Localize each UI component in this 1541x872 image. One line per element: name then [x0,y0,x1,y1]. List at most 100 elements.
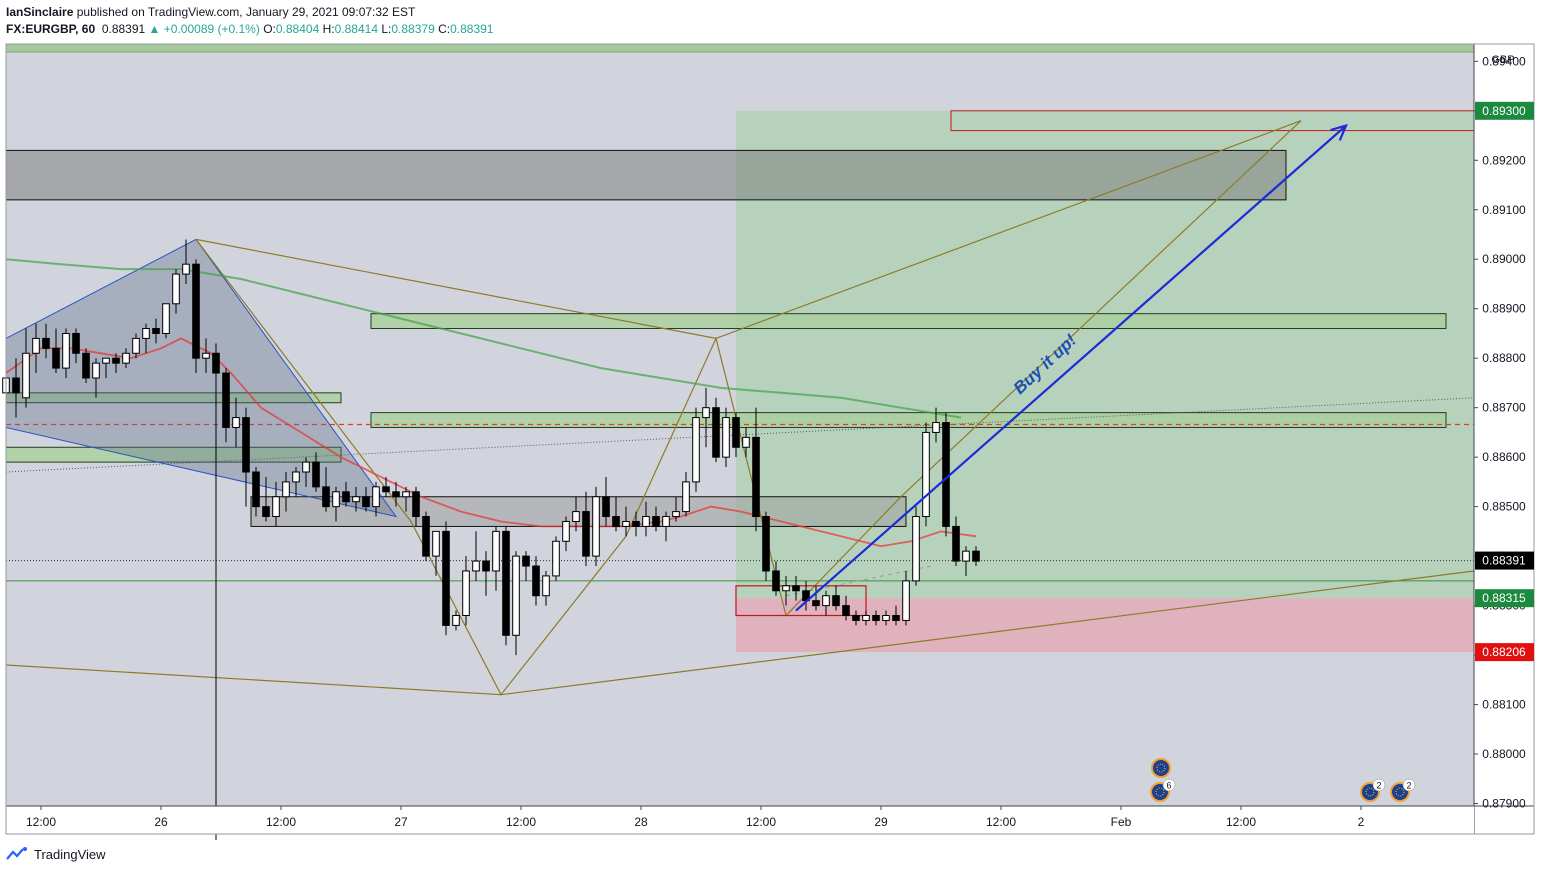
candle-body [82,352,90,379]
candle [502,526,510,646]
candle [942,412,950,537]
candle-body [502,530,510,636]
candle-body [242,417,250,473]
open-value: 0.88404 [275,22,320,36]
x-tick-label: 12:00 [266,815,296,829]
tradingview-logo-icon[interactable] [6,846,30,862]
candle [152,318,160,344]
candle [912,506,920,586]
candle-body [422,516,430,557]
candle [402,486,410,512]
author-name[interactable]: IanSinclaire [6,5,74,19]
time-axis [6,806,1474,834]
candle [352,486,360,512]
candle [692,407,700,492]
candle [262,476,270,522]
candle [62,328,70,378]
published-text: published on TradingView.com, January 29… [76,5,416,19]
stop-zone [736,598,1474,653]
candle [752,407,760,532]
candle-body [372,486,380,508]
x-tick-label: Feb [1111,815,1132,829]
event-count-label: 2 [1406,781,1411,791]
candle [212,343,220,840]
candle-body [632,520,640,527]
candle [422,511,430,562]
candle [102,357,110,378]
candle [922,422,930,527]
candle-body [702,407,710,419]
candle [232,397,240,448]
candle-body [622,520,630,527]
candle-body [612,516,620,527]
footer: TradingView [6,843,106,865]
candle [522,551,530,581]
event-count-badge [1372,778,1386,792]
economic-events: 6 2 2 [1150,758,1416,802]
candle [842,595,850,621]
candle-body [642,516,650,527]
candle-body [352,496,360,503]
symbol-label[interactable]: FX:EURGBP, 60 [6,22,96,36]
candle-body [812,600,820,607]
candle-body [12,377,20,394]
candle-body [902,580,910,621]
price-change: +0.00089 (+0.1%) [163,22,260,36]
candle [902,570,910,626]
candle-body [192,263,200,359]
event-flag-stars [1365,787,1375,797]
candle [72,328,80,364]
event-flag-circle [1151,758,1171,778]
footer-brand[interactable]: TradingView [34,846,106,862]
candle [892,605,900,626]
candle-body [202,352,210,359]
candle-body [282,481,290,498]
candle-body [432,530,440,557]
last-price: 0.88391 [101,22,146,36]
price-badge-last [1475,551,1534,570]
candle-body [272,496,280,518]
publish-line: IanSinclaire published on TradingView.co… [6,4,1006,21]
candle [532,556,540,606]
event-flag-icon: 2 [1360,778,1386,802]
candle [312,452,320,492]
candle-body [912,516,920,582]
y-tick-label: 0.89000 [1482,252,1526,266]
price-chart[interactable]: Buy it up! 622 0.894000.893000.892000.89… [0,0,1541,840]
candle [512,551,520,656]
candle-body [552,540,560,577]
candle [372,481,380,517]
candle-body [792,585,800,592]
candle [202,338,210,374]
candle [322,467,330,512]
candle [392,481,400,507]
candle [112,353,120,374]
candle [792,575,800,601]
x-tick-label: 12:00 [746,815,776,829]
open-label: O: [263,22,276,36]
candle [722,407,730,468]
candle [382,476,390,497]
candle-body [962,550,970,562]
candle-body [182,263,190,275]
pattern-leg-1 [195,120,1302,340]
candle [702,387,710,448]
arrow-shaft [795,124,1347,612]
candle-body [302,461,310,473]
candle [642,501,650,537]
candle-body [762,516,770,572]
candle-body [822,595,830,607]
candle-body [32,337,40,354]
candle [272,481,280,527]
candle [282,472,290,512]
candle-body [322,486,330,508]
candle-body [112,357,120,364]
candle [462,556,470,626]
candle [932,407,940,443]
candle [572,496,580,532]
arrow-head [1330,123,1348,141]
harmonic-pattern [5,120,1475,696]
candle [612,496,620,532]
candle-body [732,417,740,448]
candle [952,516,960,567]
